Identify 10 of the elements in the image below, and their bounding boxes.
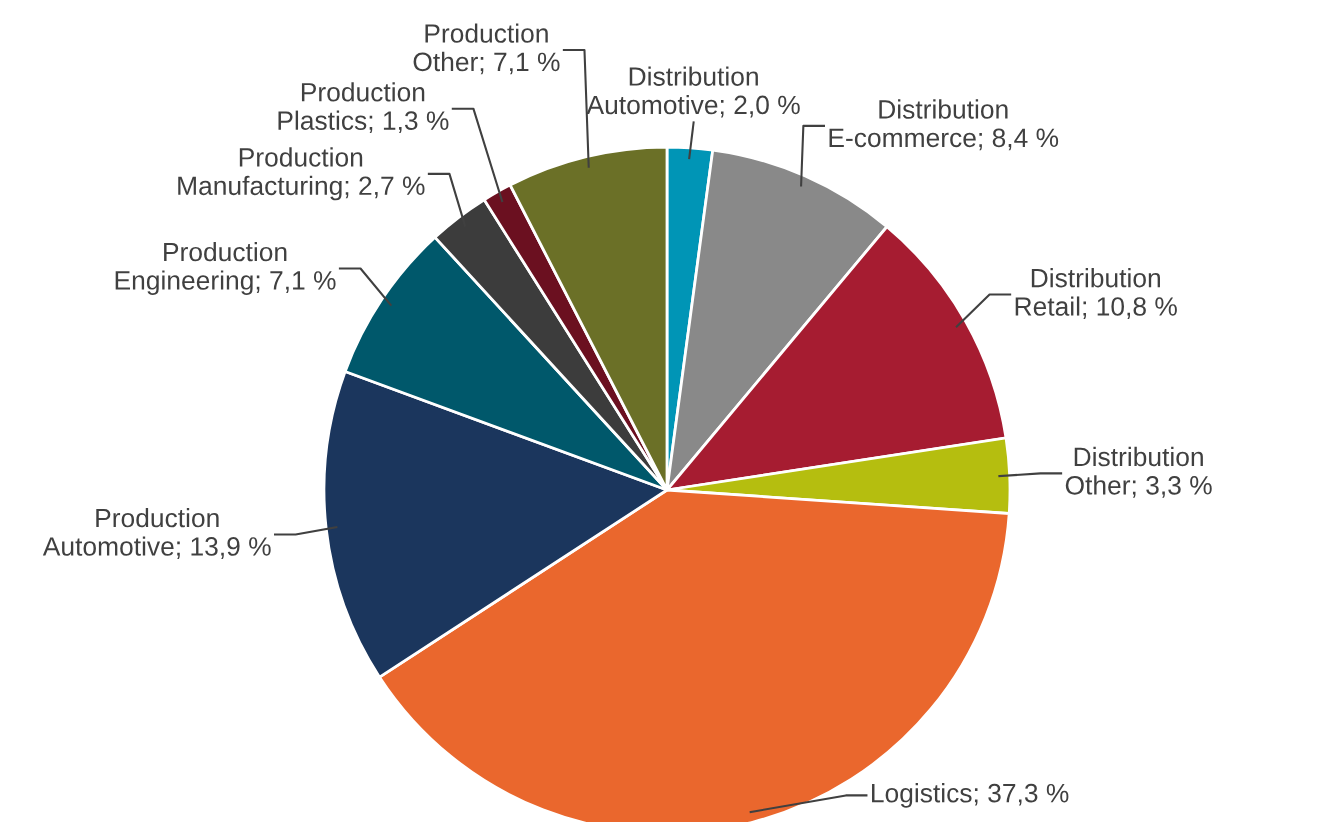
slice-label: Production Other; 7,1 % xyxy=(413,23,560,75)
slice-label: Distribution Automotive; 2,0 % xyxy=(586,66,800,118)
slice-label: Distribution E-commerce; 8,4 % xyxy=(829,99,1059,151)
slice-label: Logistics; 37,3 % xyxy=(872,783,1069,808)
slice-label: Production Engineering; 7,1 % xyxy=(115,241,336,295)
slice-label: Production Automotive; 13,9 % xyxy=(42,507,271,559)
slice-label: Distribution Retail; 10,8 % xyxy=(1015,268,1177,319)
slice-label: Production Manufacturing; 2,7 % xyxy=(178,147,425,201)
slice-label: Production Plastics; 1,3 % xyxy=(278,82,449,134)
slice-label: Distribution Other; 3,3 % xyxy=(1065,446,1212,498)
